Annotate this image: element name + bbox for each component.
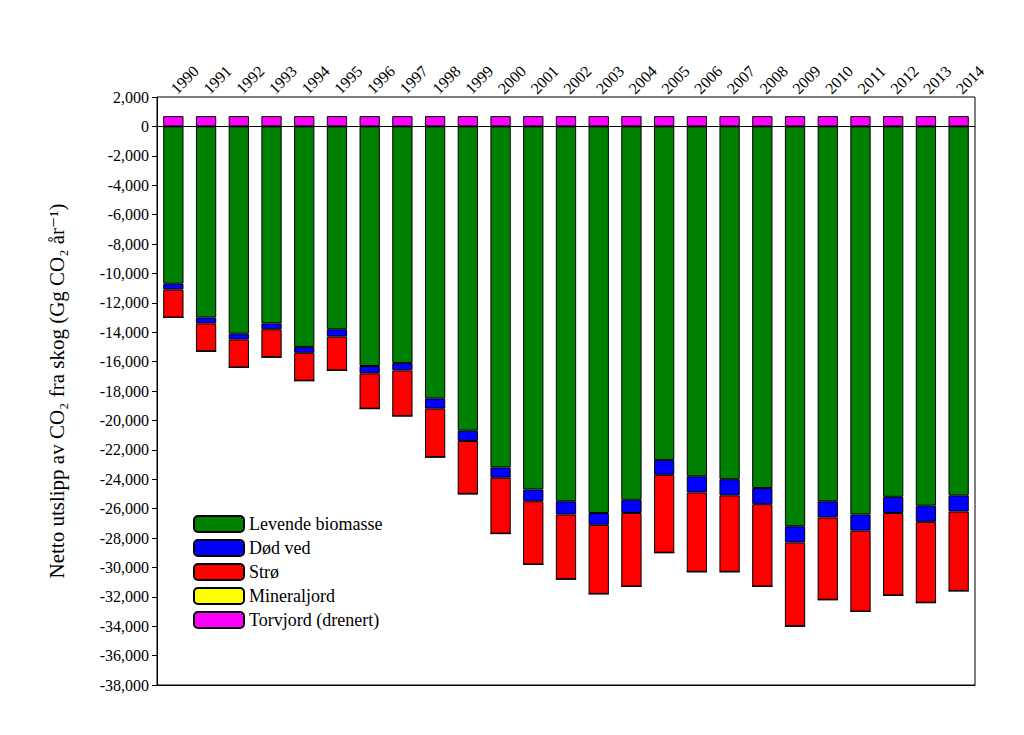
svg-text:-32,000: -32,000 xyxy=(100,588,149,605)
svg-text:2003: 2003 xyxy=(593,62,628,97)
svg-text:1990: 1990 xyxy=(167,62,202,97)
svg-text:Mineraljord: Mineraljord xyxy=(249,586,335,606)
svg-text:1992: 1992 xyxy=(233,62,268,97)
svg-text:-30,000: -30,000 xyxy=(100,559,149,576)
svg-text:-24,000: -24,000 xyxy=(100,471,149,488)
svg-text:-38,000: -38,000 xyxy=(100,677,149,694)
svg-text:-20,000: -20,000 xyxy=(100,412,149,429)
svg-text:Levende biomasse: Levende biomasse xyxy=(249,514,382,534)
svg-text:1994: 1994 xyxy=(298,62,333,97)
svg-text:1997: 1997 xyxy=(396,62,431,97)
svg-text:-8,000: -8,000 xyxy=(108,236,149,253)
svg-text:2001: 2001 xyxy=(527,62,562,97)
svg-text:-26,000: -26,000 xyxy=(100,500,149,517)
svg-text:2011: 2011 xyxy=(854,63,888,97)
svg-text:-18,000: -18,000 xyxy=(100,383,149,400)
svg-text:-4,000: -4,000 xyxy=(108,177,149,194)
svg-text:-14,000: -14,000 xyxy=(100,324,149,341)
svg-text:Netto utslipp av CO₂ fra skog: Netto utslipp av CO₂ fra skog (Gg CO₂ år… xyxy=(45,204,69,579)
svg-text:-22,000: -22,000 xyxy=(100,441,149,458)
svg-text:-12,000: -12,000 xyxy=(100,294,149,311)
svg-text:Strø: Strø xyxy=(249,562,279,582)
svg-text:-34,000: -34,000 xyxy=(100,618,149,635)
svg-text:-36,000: -36,000 xyxy=(100,647,149,664)
svg-text:-6,000: -6,000 xyxy=(108,206,149,223)
svg-text:1995: 1995 xyxy=(331,62,366,97)
svg-text:Torvjord (drenert): Torvjord (drenert) xyxy=(249,610,379,631)
svg-text:1996: 1996 xyxy=(364,62,399,97)
svg-text:2,000: 2,000 xyxy=(113,89,149,106)
svg-text:1998: 1998 xyxy=(429,62,464,97)
svg-text:2005: 2005 xyxy=(658,62,693,97)
svg-text:2004: 2004 xyxy=(625,62,660,97)
svg-text:2007: 2007 xyxy=(724,62,759,97)
svg-text:2012: 2012 xyxy=(887,62,922,97)
svg-text:2000: 2000 xyxy=(495,62,530,97)
svg-text:-2,000: -2,000 xyxy=(108,147,149,164)
svg-text:0: 0 xyxy=(141,118,149,135)
svg-text:1991: 1991 xyxy=(200,62,235,97)
svg-text:-10,000: -10,000 xyxy=(100,265,149,282)
svg-text:Død ved: Død ved xyxy=(249,538,311,558)
svg-text:-16,000: -16,000 xyxy=(100,353,149,370)
svg-text:2002: 2002 xyxy=(560,62,595,97)
svg-text:-28,000: -28,000 xyxy=(100,530,149,547)
svg-text:1993: 1993 xyxy=(266,62,301,97)
svg-text:2006: 2006 xyxy=(691,62,726,97)
svg-text:2009: 2009 xyxy=(789,62,824,97)
svg-text:2008: 2008 xyxy=(756,62,791,97)
svg-text:2014: 2014 xyxy=(953,62,988,97)
svg-text:2010: 2010 xyxy=(822,62,857,97)
svg-text:2013: 2013 xyxy=(920,62,955,97)
svg-text:1999: 1999 xyxy=(462,62,497,97)
